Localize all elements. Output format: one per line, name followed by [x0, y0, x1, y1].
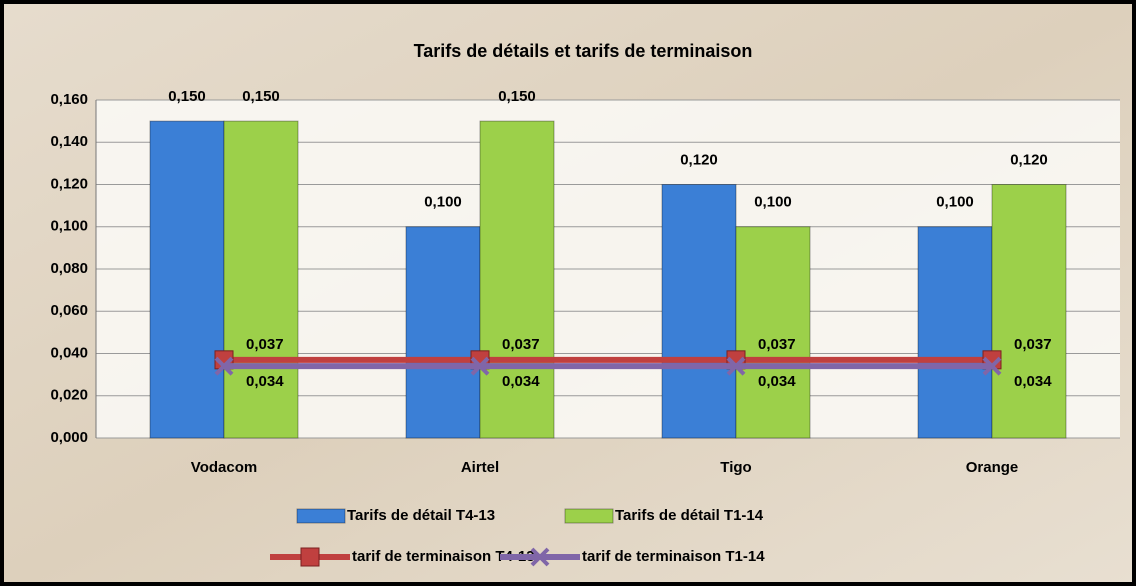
- y-tick-label: 0,000: [50, 429, 88, 446]
- bar: [479, 120, 555, 439]
- legend-marker: [530, 547, 550, 567]
- bar: [223, 120, 299, 439]
- y-tick-label: 0,160: [50, 91, 88, 108]
- legend-label: Tarifs de détail T4-13: [347, 507, 495, 524]
- legend-label: Tarifs de détail T1-14: [615, 507, 764, 524]
- legend-label: tarif de terminaison T1-14: [582, 548, 765, 565]
- legend-swatch: [296, 508, 346, 524]
- data-label: 0,034: [246, 373, 284, 390]
- data-label: 0,100: [936, 194, 974, 211]
- data-label: 0,100: [754, 194, 792, 211]
- bar: [991, 184, 1067, 439]
- legend-swatch: [564, 508, 614, 524]
- bar: [735, 226, 811, 439]
- data-label: 0,150: [168, 88, 206, 105]
- y-tick-label: 0,080: [50, 260, 88, 277]
- x-tick-label: Orange: [966, 459, 1019, 476]
- data-label: 0,037: [246, 336, 284, 353]
- data-label: 0,034: [502, 373, 540, 390]
- y-tick-label: 0,040: [50, 344, 88, 361]
- x-tick-label: Tigo: [720, 459, 751, 476]
- data-label: 0,034: [758, 373, 796, 390]
- data-label: 0,037: [1014, 336, 1052, 353]
- y-tick-label: 0,060: [50, 302, 88, 319]
- line-marker: [470, 356, 490, 376]
- x-tick-label: Vodacom: [191, 459, 257, 476]
- legend-label: tarif de terminaison T4-13: [352, 548, 535, 565]
- y-tick-label: 0,120: [50, 175, 88, 192]
- data-label: 0,150: [498, 88, 536, 105]
- bar: [405, 226, 481, 439]
- y-tick-label: 0,020: [50, 387, 88, 404]
- data-label: 0,150: [242, 88, 280, 105]
- line-marker: [982, 356, 1002, 376]
- y-tick-label: 0,100: [50, 218, 88, 235]
- legend-marker: [300, 547, 320, 567]
- data-label: 0,120: [680, 151, 718, 168]
- y-tick-label: 0,140: [50, 133, 88, 150]
- bar: [917, 226, 993, 439]
- data-label: 0,100: [424, 194, 462, 211]
- bar: [149, 120, 225, 439]
- bar: [661, 184, 737, 439]
- line-marker: [726, 356, 746, 376]
- data-label: 0,120: [1010, 151, 1048, 168]
- x-tick-label: Airtel: [461, 459, 499, 476]
- data-label: 0,037: [502, 336, 540, 353]
- data-label: 0,037: [758, 336, 796, 353]
- line-marker: [214, 356, 234, 376]
- data-label: 0,034: [1014, 373, 1052, 390]
- chart-title: Tarifs de détails et tarifs de terminais…: [414, 41, 753, 61]
